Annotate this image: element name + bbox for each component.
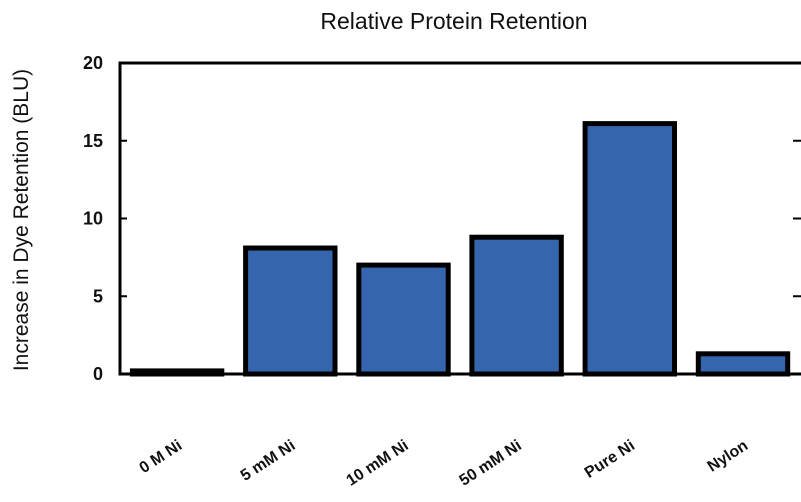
x-tick-label: 50 mM Ni: [457, 437, 525, 490]
y-tick-label: 20: [83, 53, 103, 73]
plot-area: 0 5 10 15 20 0 M Ni 5 mM Ni 10 mM Ni 50 mM Ni Pu…: [83, 53, 801, 490]
y-axis-label: Increase in Dye Retention (BLU): [10, 69, 33, 371]
y-tick-label: 15: [83, 131, 103, 151]
chart-title: Relative Protein Retention: [320, 8, 587, 34]
x-tick-label: Pure Ni: [582, 437, 638, 482]
y-axis-ticks: 0 5 10 15 20: [83, 53, 801, 384]
bar: [582, 121, 677, 377]
x-tick-label: 5 mM Ni: [238, 437, 299, 485]
x-tick-label: Nylon: [705, 437, 752, 475]
bar-group: [129, 121, 791, 377]
y-tick-label: 5: [93, 286, 103, 306]
bar: [356, 262, 451, 377]
bar: [243, 245, 338, 377]
bar: [469, 234, 564, 377]
x-tick-label: 0 M Ni: [136, 437, 185, 477]
x-tick-label: 10 mM Ni: [344, 437, 412, 490]
y-tick-label: 10: [83, 209, 103, 229]
axes: [118, 61, 801, 376]
bar: [695, 351, 791, 377]
y-tick-label: 0: [93, 364, 103, 384]
x-axis-ticks: 0 M Ni 5 mM Ni 10 mM Ni 50 mM Ni Pure Ni Nylo…: [136, 437, 751, 490]
